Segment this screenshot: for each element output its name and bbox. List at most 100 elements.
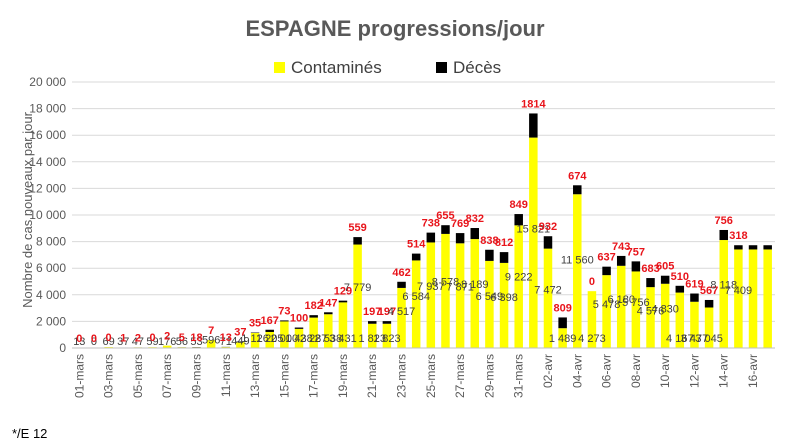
legend-label-deces: Décès bbox=[453, 58, 501, 77]
data-label-contamines: 1 823 bbox=[373, 333, 401, 345]
data-label-contamines: 4 273 bbox=[578, 333, 606, 345]
data-label-deces: 5 bbox=[179, 332, 185, 344]
data-label-deces: 2 bbox=[164, 331, 170, 343]
y-tick-label: 20 000 bbox=[29, 75, 66, 89]
bar-deces bbox=[529, 113, 537, 137]
data-label-contamines: 3 045 bbox=[695, 333, 723, 345]
bar-contamines bbox=[763, 249, 771, 348]
bar-contamines bbox=[529, 138, 537, 348]
data-label-contamines: 6 398 bbox=[490, 292, 518, 304]
data-label-deces: 757 bbox=[627, 246, 645, 258]
bar-deces bbox=[632, 261, 640, 271]
bar-contamines bbox=[749, 249, 757, 348]
data-label-deces: 13 bbox=[220, 332, 232, 344]
x-tick-label: 17-mars bbox=[307, 354, 321, 398]
data-label-deces: 674 bbox=[568, 170, 587, 182]
bar-deces bbox=[295, 328, 303, 329]
data-label-contamines: 7 779 bbox=[344, 282, 372, 294]
bar-deces bbox=[324, 312, 332, 314]
bar-deces bbox=[280, 320, 288, 321]
x-tick-label: 23-mars bbox=[395, 354, 409, 398]
data-label-deces: 462 bbox=[392, 267, 410, 279]
x-tick-label: 16-avr bbox=[746, 354, 760, 388]
footnote: */E 12 bbox=[12, 426, 47, 441]
bar-deces bbox=[763, 245, 771, 249]
y-tick-label: 14 000 bbox=[29, 155, 66, 169]
data-label-deces: 0 bbox=[589, 276, 595, 288]
x-tick-label: 01-mars bbox=[72, 354, 86, 398]
bar-contamines bbox=[456, 243, 464, 348]
x-tick-label: 13-mars bbox=[248, 354, 262, 398]
data-label-contamines: 7 409 bbox=[725, 285, 753, 297]
data-label-contamines: 8 189 bbox=[461, 279, 489, 291]
x-tick-label: 08-avr bbox=[629, 354, 643, 388]
data-label-contamines: 9 222 bbox=[505, 272, 533, 284]
x-tick-label: 27-mars bbox=[453, 354, 467, 398]
y-tick-label: 16 000 bbox=[29, 128, 66, 142]
x-tick-label: 19-mars bbox=[336, 354, 350, 398]
data-label-deces: 0 bbox=[76, 333, 82, 345]
y-tick-label: 8 000 bbox=[36, 235, 66, 249]
bar-deces bbox=[427, 233, 435, 243]
data-label-contamines: 11 560 bbox=[561, 254, 594, 266]
legend-swatch-deces bbox=[436, 62, 447, 73]
bar-deces bbox=[353, 237, 361, 244]
bar-deces bbox=[558, 317, 566, 328]
data-label-deces: 73 bbox=[278, 305, 290, 317]
data-label-deces: 100 bbox=[290, 313, 308, 325]
y-tick-label: 0 bbox=[59, 341, 66, 355]
bar-deces bbox=[383, 321, 391, 324]
bar-deces bbox=[397, 282, 405, 288]
x-tick-label: 07-mars bbox=[160, 354, 174, 398]
bar-deces bbox=[719, 230, 727, 240]
y-tick-label: 2 000 bbox=[36, 314, 66, 328]
data-label-deces: 0 bbox=[106, 332, 112, 344]
bar-contamines bbox=[514, 225, 522, 348]
y-tick-label: 4 000 bbox=[36, 288, 66, 302]
y-tick-label: 18 000 bbox=[29, 102, 66, 116]
data-label-contamines: 4 517 bbox=[388, 306, 416, 318]
y-tick-label: 12 000 bbox=[29, 181, 66, 195]
bar-deces bbox=[471, 228, 479, 239]
data-label-deces: 167 bbox=[261, 315, 279, 327]
data-label-deces: 514 bbox=[407, 239, 426, 251]
data-label-deces: 1814 bbox=[521, 98, 546, 110]
x-tick-label: 12-avr bbox=[687, 354, 701, 388]
data-label-deces: 932 bbox=[539, 221, 557, 233]
bar-deces bbox=[676, 286, 684, 293]
bar-contamines bbox=[412, 260, 420, 348]
data-label-deces: 0 bbox=[91, 333, 97, 345]
y-tick-label: 6 000 bbox=[36, 261, 66, 275]
data-label-deces: 559 bbox=[348, 222, 366, 234]
x-tick-label: 15-mars bbox=[277, 354, 291, 398]
bar-contamines bbox=[485, 261, 493, 348]
legend-swatch-contamines bbox=[274, 62, 285, 73]
x-tick-label: 04-avr bbox=[570, 354, 584, 388]
data-label-deces: 832 bbox=[466, 213, 484, 225]
bar-contamines bbox=[734, 249, 742, 348]
data-label-deces: 1 bbox=[120, 332, 126, 344]
x-tick-label: 02-avr bbox=[541, 354, 555, 388]
bar-deces bbox=[368, 321, 376, 324]
data-label-deces: 756 bbox=[715, 215, 733, 227]
x-tick-label: 29-mars bbox=[482, 354, 496, 398]
x-tick-label: 09-mars bbox=[189, 354, 203, 398]
data-label-deces: 18 bbox=[190, 332, 202, 344]
x-tick-label: 10-avr bbox=[658, 354, 672, 388]
data-label-deces: 7 bbox=[208, 325, 214, 337]
bar-deces bbox=[602, 267, 610, 275]
data-label-deces: 0 bbox=[149, 332, 155, 344]
bar-deces bbox=[646, 278, 654, 287]
data-label-deces: 35 bbox=[249, 318, 261, 330]
legend-label-contamines: Contaminés bbox=[291, 58, 382, 77]
x-tick-label: 14-avr bbox=[717, 354, 731, 388]
x-tick-label: 03-mars bbox=[102, 354, 116, 398]
bar-contamines bbox=[573, 194, 581, 348]
bar-deces bbox=[485, 250, 493, 261]
data-label-deces: 637 bbox=[597, 252, 615, 264]
x-tick-label: 25-mars bbox=[424, 354, 438, 398]
data-label-deces: 2 bbox=[135, 332, 141, 344]
data-label-deces: 812 bbox=[495, 237, 513, 249]
y-tick-label: 10 000 bbox=[29, 208, 66, 222]
x-tick-label: 05-mars bbox=[131, 354, 145, 398]
